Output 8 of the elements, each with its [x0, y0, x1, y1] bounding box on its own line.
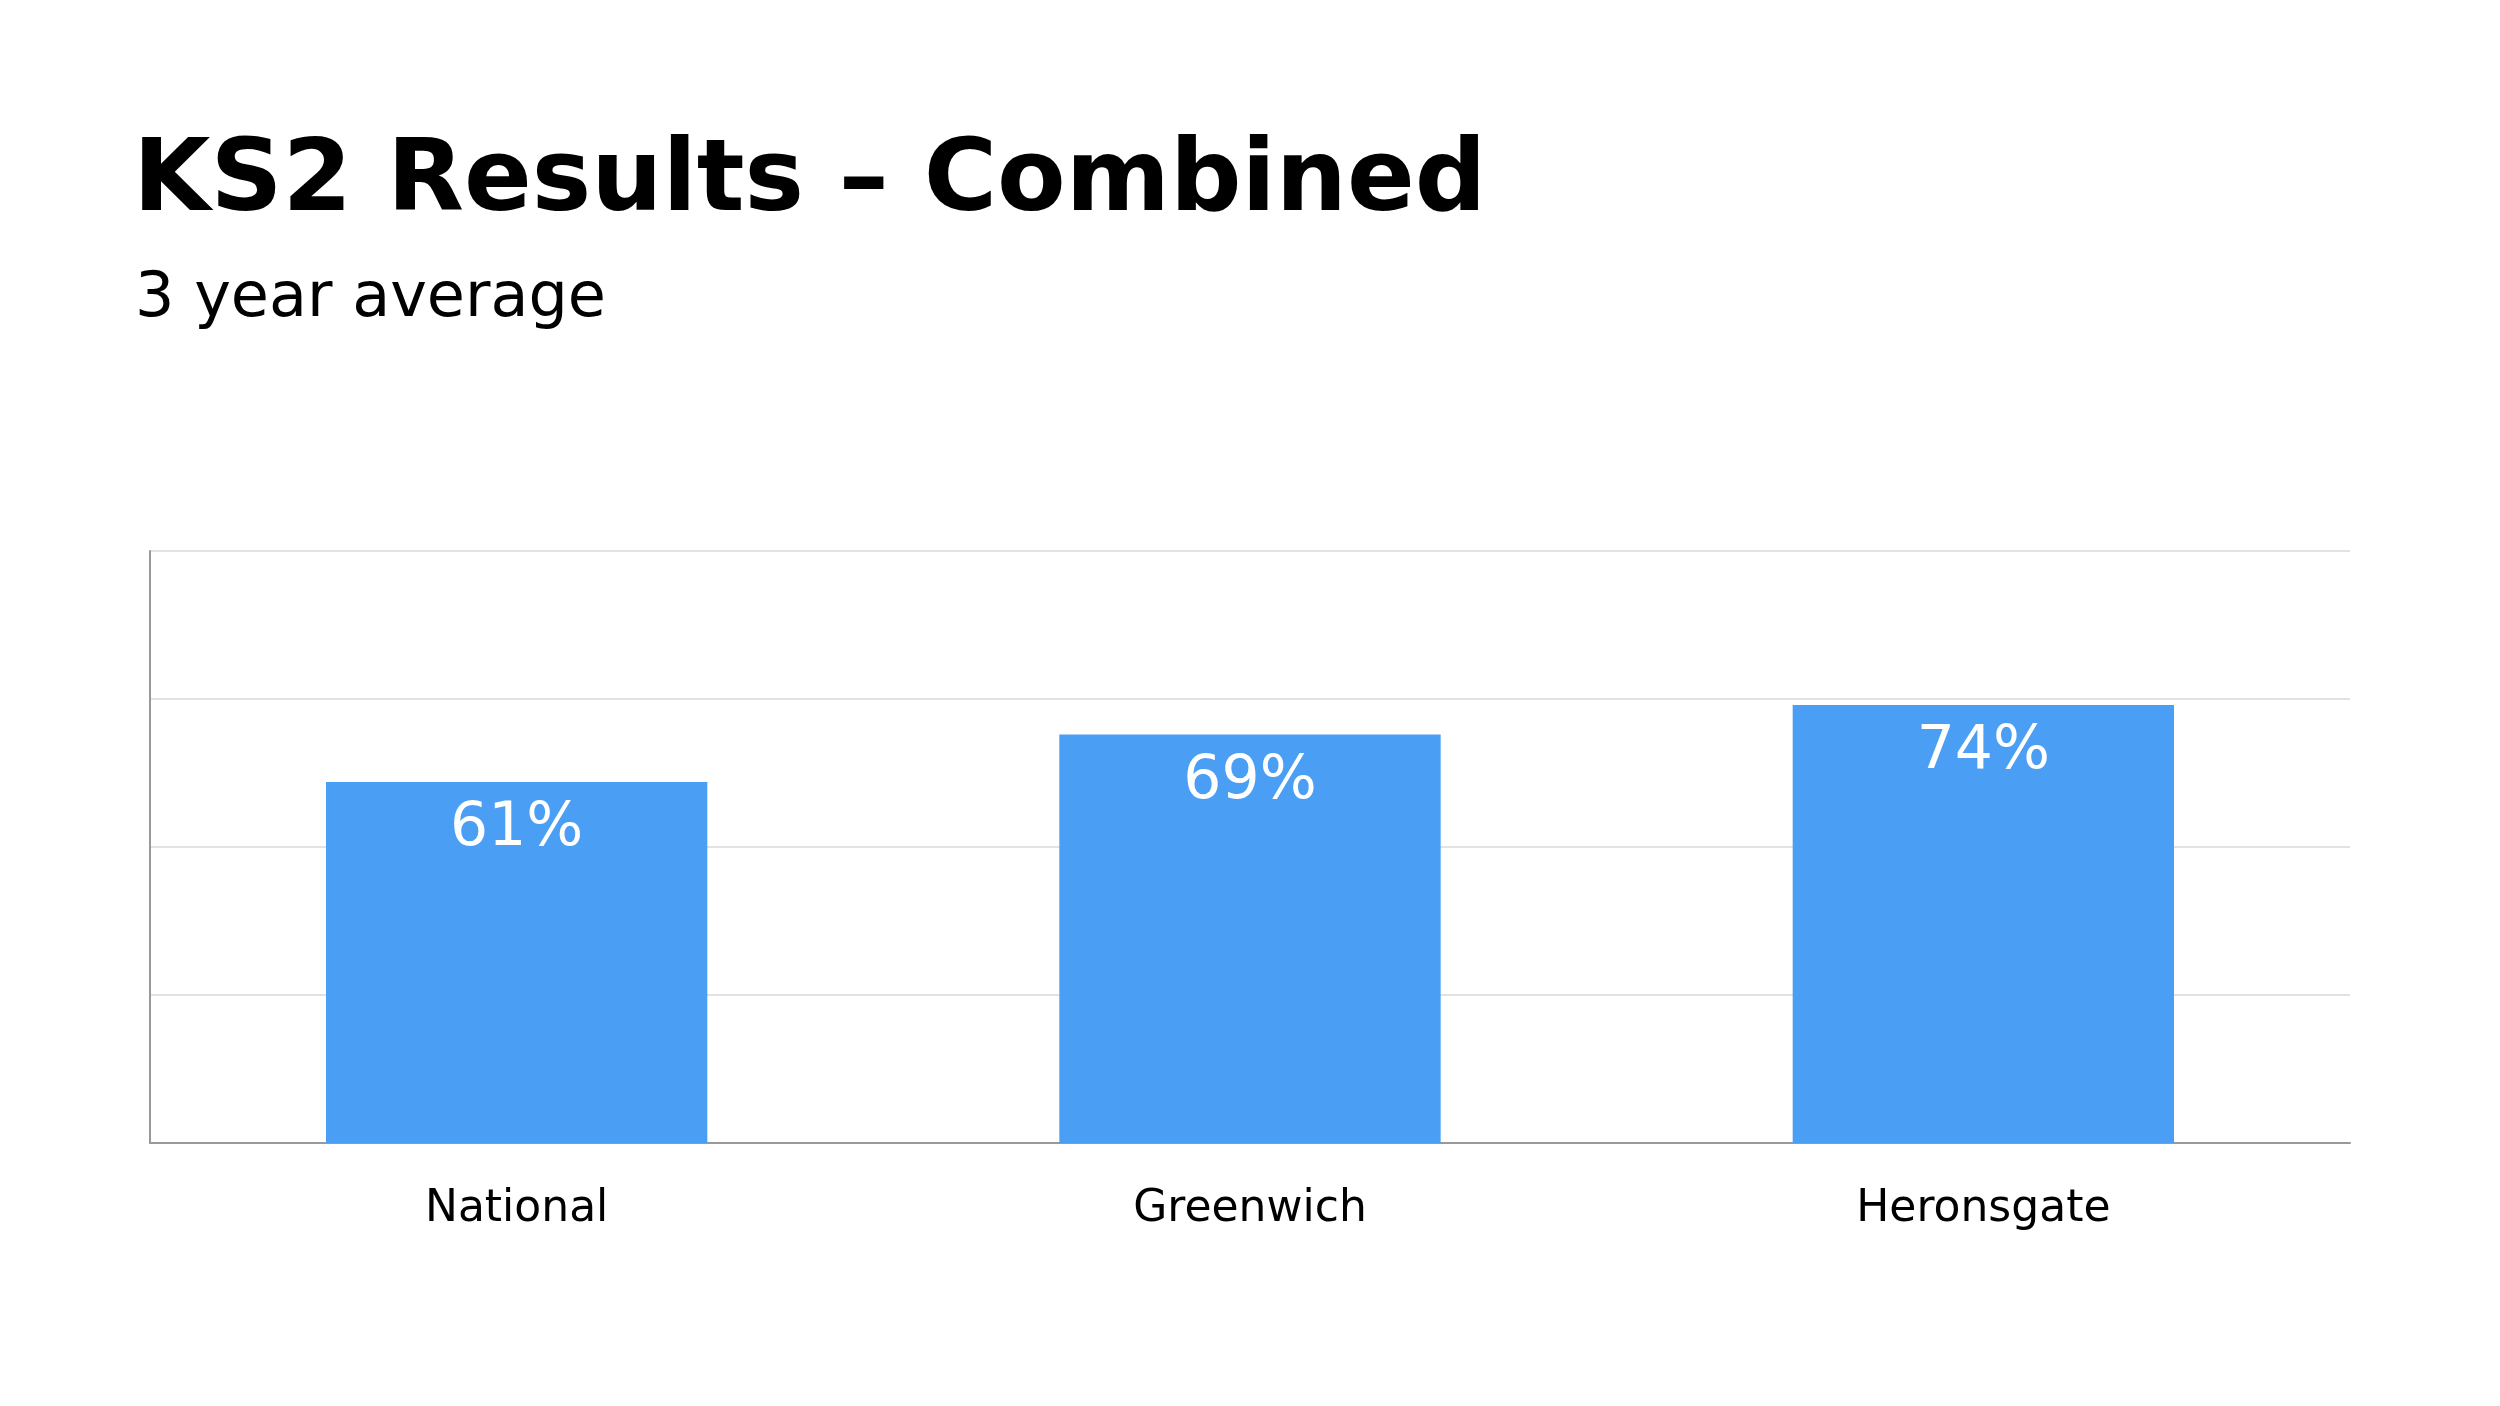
chart-subtitle: 3 year average — [135, 257, 606, 331]
data-label: 61% — [449, 788, 584, 859]
data-label: 74% — [1916, 711, 2051, 782]
x-tick-label: Heronsgate — [1856, 1179, 2111, 1231]
x-tick-label: National — [424, 1179, 609, 1231]
chart-title: KS2 Results – Combined — [133, 116, 1487, 234]
data-label: 69% — [1183, 741, 1317, 812]
x-tick-label: Greenwich — [1133, 1179, 1367, 1231]
